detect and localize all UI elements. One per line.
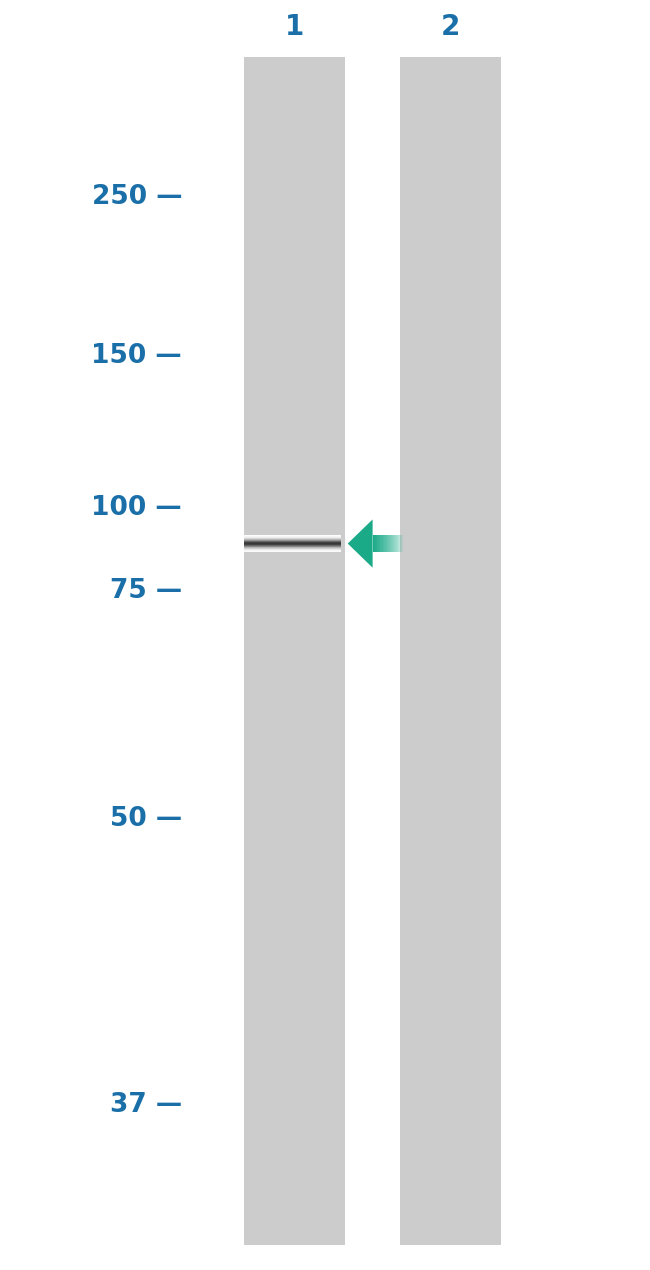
Text: 150 —: 150 — xyxy=(92,343,182,368)
Text: 75 —: 75 — xyxy=(110,578,182,603)
Bar xyxy=(394,535,395,552)
Bar xyxy=(385,535,386,552)
Bar xyxy=(377,535,378,552)
Bar xyxy=(376,535,378,552)
Bar xyxy=(403,535,404,552)
Bar xyxy=(402,535,403,552)
Bar xyxy=(387,535,388,552)
Bar xyxy=(244,57,344,1245)
Bar xyxy=(374,535,375,552)
Text: 100 —: 100 — xyxy=(92,495,182,521)
Bar xyxy=(393,535,394,552)
Bar xyxy=(384,535,385,552)
Bar xyxy=(382,535,383,552)
Bar xyxy=(378,535,379,552)
Bar xyxy=(390,535,391,552)
Text: 37 —: 37 — xyxy=(110,1092,182,1118)
Bar xyxy=(395,535,396,552)
Bar xyxy=(399,535,400,552)
Bar xyxy=(379,535,380,552)
Bar xyxy=(388,535,389,552)
Bar xyxy=(400,57,500,1245)
Bar xyxy=(398,535,399,552)
Bar xyxy=(392,535,393,552)
Bar xyxy=(386,535,387,552)
Text: 1: 1 xyxy=(285,13,304,41)
Bar xyxy=(396,535,398,552)
Text: 50 —: 50 — xyxy=(110,806,182,832)
Text: 2: 2 xyxy=(441,13,460,41)
Polygon shape xyxy=(348,519,372,568)
Bar xyxy=(372,535,374,552)
Bar xyxy=(391,535,392,552)
Bar xyxy=(373,535,374,552)
Bar xyxy=(380,535,382,552)
Bar xyxy=(381,535,382,552)
Bar xyxy=(400,535,402,552)
Text: 250 —: 250 — xyxy=(92,184,182,210)
Bar xyxy=(375,535,376,552)
Bar xyxy=(389,535,390,552)
